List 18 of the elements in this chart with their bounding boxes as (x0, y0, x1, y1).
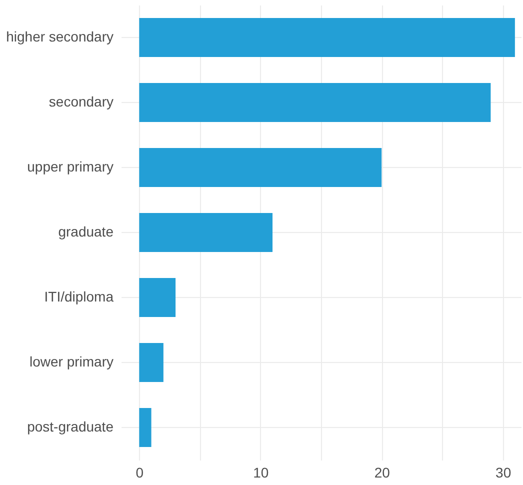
y-tick-label: graduate (58, 224, 114, 240)
bar (139, 408, 152, 447)
x-tick-label: 20 (374, 464, 390, 480)
x-tick-label: 0 (136, 464, 144, 480)
bar (139, 18, 515, 57)
y-tick-label: post-graduate (27, 418, 114, 434)
y-tick-label: lower primary (29, 354, 114, 370)
y-tick-label: upper primary (27, 158, 114, 174)
x-tick-label: 30 (496, 464, 512, 480)
y-tick-label: secondary (48, 94, 114, 110)
y-tick-label: ITI/diploma (44, 288, 114, 304)
bar (139, 213, 273, 252)
bar (139, 343, 164, 382)
y-tick-label: higher secondary (6, 28, 114, 44)
bar (139, 83, 491, 122)
bar (139, 278, 176, 317)
bar (139, 148, 382, 187)
x-tick-label: 10 (253, 464, 269, 480)
